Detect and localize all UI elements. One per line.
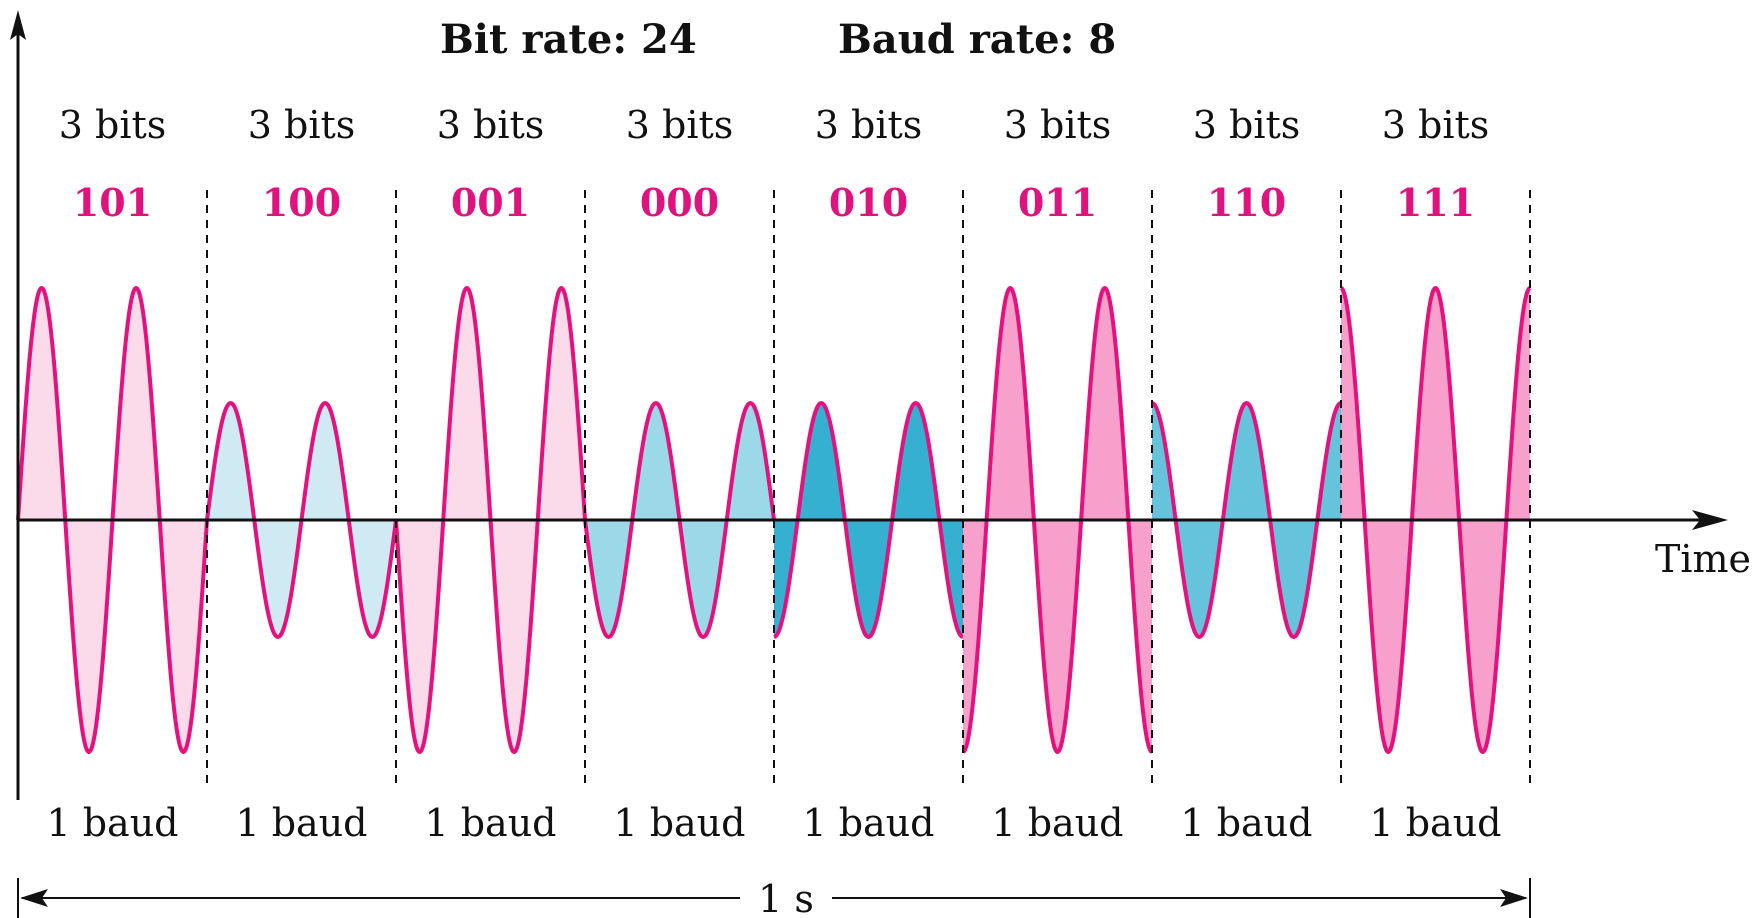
bits-label: 3 bits xyxy=(1193,103,1301,147)
baud-label: 1 baud xyxy=(1180,801,1312,845)
baud-label: 1 baud xyxy=(802,801,934,845)
baud-label: 1 baud xyxy=(1369,801,1501,845)
baud-labels: 3 bits 101 1 baud 3 bits 100 1 baud 3 bits 001 1… xyxy=(46,103,1501,845)
duration-label: 1 s xyxy=(758,877,814,918)
x-axis-label: Time xyxy=(1655,537,1751,581)
bits-label: 3 bits xyxy=(1004,103,1112,147)
baud-label: 1 baud xyxy=(46,801,178,845)
baud-label: 1 baud xyxy=(235,801,367,845)
bit-code-label: 111 xyxy=(1396,180,1475,225)
baud-label: 1 baud xyxy=(991,801,1123,845)
baud-dividers xyxy=(206,190,1531,790)
bits-label: 3 bits xyxy=(626,103,734,147)
duration-left-arrowhead xyxy=(20,889,48,907)
bits-label: 3 bits xyxy=(815,103,923,147)
baud-wave-011 xyxy=(961,286,1154,754)
bit-code-label: 001 xyxy=(451,180,530,225)
duration-right-arrowhead xyxy=(1500,889,1528,907)
x-axis-arrowhead xyxy=(1692,510,1728,530)
bit-code-label: 010 xyxy=(829,180,908,225)
bits-label: 3 bits xyxy=(437,103,545,147)
bits-label: 3 bits xyxy=(1382,103,1490,147)
baud-wave-010 xyxy=(773,401,964,639)
bit-code-label: 110 xyxy=(1207,180,1286,225)
bit-code-label: 011 xyxy=(1018,180,1097,225)
bits-label: 3 bits xyxy=(248,103,356,147)
baud-wave-111 xyxy=(1339,286,1532,754)
baud-rate-label: Baud rate: 8 xyxy=(838,16,1116,63)
baud-label: 1 baud xyxy=(424,801,556,845)
bits-label: 3 bits xyxy=(59,103,167,147)
bit-code-label: 100 xyxy=(262,180,341,225)
bit-code-label: 101 xyxy=(73,180,152,225)
bit-rate-label: Bit rate: 24 xyxy=(440,16,697,63)
y-axis-arrowhead xyxy=(10,10,26,40)
baud-label: 1 baud xyxy=(613,801,745,845)
baud-wave-110 xyxy=(1151,401,1342,639)
bit-code-label: 000 xyxy=(640,180,719,225)
